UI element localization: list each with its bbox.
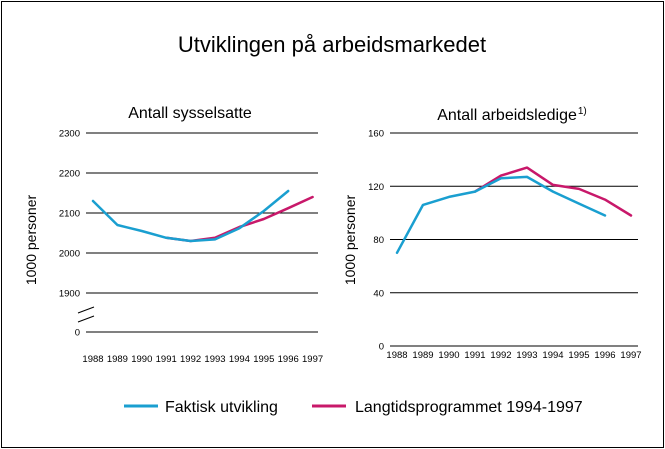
sysselsatte-y-tick-1900: 1900 <box>59 289 80 300</box>
arbeidsledige-panel: Antall arbeidsledige1) 1000 personer 160… <box>342 106 642 361</box>
arbeidsledige-y-tick-120: 120 <box>368 182 384 193</box>
sysselsatte-axis-break-mark <box>77 315 95 323</box>
sysselsatte-line-faktisk <box>91 189 290 243</box>
sysselsatte-x-tick-1993: 1993 <box>204 354 225 365</box>
sysselsatte-y-ticks: 2300 2200 2100 2000 1900 0 <box>59 129 80 339</box>
sysselsatte-title: Antall sysselsatte <box>128 105 252 122</box>
sysselsatte-y-tick-2000: 2000 <box>59 249 80 260</box>
arbeidsledige-x-tick-1991: 1991 <box>464 350 485 361</box>
arbeidsledige-x-tick-1997: 1997 <box>620 350 641 361</box>
sysselsatte-x-ticks: 1988 1989 1990 1991 1992 1993 1994 1995 1996 1997 <box>82 354 323 365</box>
sysselsatte-x-tick-1990: 1990 <box>131 354 152 365</box>
sysselsatte-y-tick-0: 0 <box>75 328 80 339</box>
sysselsatte-y-axis-label: 1000 personer <box>23 195 39 286</box>
sysselsatte-line-langtidsprogrammet <box>164 195 314 243</box>
sysselsatte-panel: Antall sysselsatte 1000 personer 2300 220… <box>23 105 323 365</box>
sysselsatte-x-tick-1997: 1997 <box>302 354 323 365</box>
arbeidsledige-title-group: Antall arbeidsledige1) <box>437 106 587 124</box>
main-title: Utviklingen på arbeidsmarkedet <box>178 32 486 57</box>
legend-label-langtidsprogrammet: Langtidsprogrammet 1994-1997 <box>355 399 583 416</box>
arbeidsledige-y-tick-40: 40 <box>373 288 384 299</box>
sysselsatte-y-tick-2200: 2200 <box>59 169 80 180</box>
sysselsatte-x-tick-1996: 1996 <box>278 354 299 365</box>
sysselsatte-x-tick-1994: 1994 <box>229 354 250 365</box>
arbeidsledige-line-langtidsprogrammet <box>473 166 633 217</box>
arbeidsledige-x-tick-1994: 1994 <box>542 350 563 361</box>
sysselsatte-y-tick-2300: 2300 <box>59 129 80 140</box>
sysselsatte-y-tick-2100: 2100 <box>59 209 80 220</box>
arbeidsledige-x-tick-1993: 1993 <box>516 350 537 361</box>
sysselsatte-grid <box>77 132 318 333</box>
arbeidsledige-y-tick-160: 160 <box>368 129 384 140</box>
arbeidsledige-y-tick-80: 80 <box>373 235 384 246</box>
sysselsatte-x-tick-1989: 1989 <box>107 354 128 365</box>
arbeidsledige-x-tick-1989: 1989 <box>412 350 433 361</box>
arbeidsledige-y-tick-0: 0 <box>379 342 384 353</box>
arbeidsledige-x-tick-1992: 1992 <box>490 350 511 361</box>
arbeidsledige-x-tick-1995: 1995 <box>568 350 589 361</box>
arbeidsledige-x-tick-1990: 1990 <box>438 350 459 361</box>
arbeidsledige-x-tick-1988: 1988 <box>386 350 407 361</box>
sysselsatte-x-tick-1991: 1991 <box>156 354 177 365</box>
arbeidsledige-line-faktisk <box>395 175 607 255</box>
legend: Faktisk utvikling Langtidsprogrammet 199… <box>124 399 583 416</box>
arbeidsledige-x-tick-1996: 1996 <box>594 350 615 361</box>
sysselsatte-x-tick-1992: 1992 <box>180 354 201 365</box>
arbeidsledige-grid <box>390 132 638 347</box>
arbeidsledige-title: Antall arbeidsledige <box>437 107 577 124</box>
arbeidsledige-x-ticks: 1988 1989 1990 1991 1992 1993 1994 1995 1996 1997 <box>386 350 641 361</box>
sysselsatte-series <box>91 189 314 243</box>
sysselsatte-x-tick-1995: 1995 <box>253 354 274 365</box>
arbeidsledige-y-axis-label: 1000 personer <box>342 195 358 286</box>
sysselsatte-x-tick-1988: 1988 <box>82 354 103 365</box>
legend-label-faktisk: Faktisk utvikling <box>165 399 278 416</box>
arbeidsledige-series <box>395 166 633 255</box>
arbeidsledige-title-footnote: 1) <box>578 106 587 117</box>
arbeidsledige-y-ticks: 160 120 80 40 0 <box>368 129 384 353</box>
sysselsatte-axis-break-mark <box>77 306 95 314</box>
